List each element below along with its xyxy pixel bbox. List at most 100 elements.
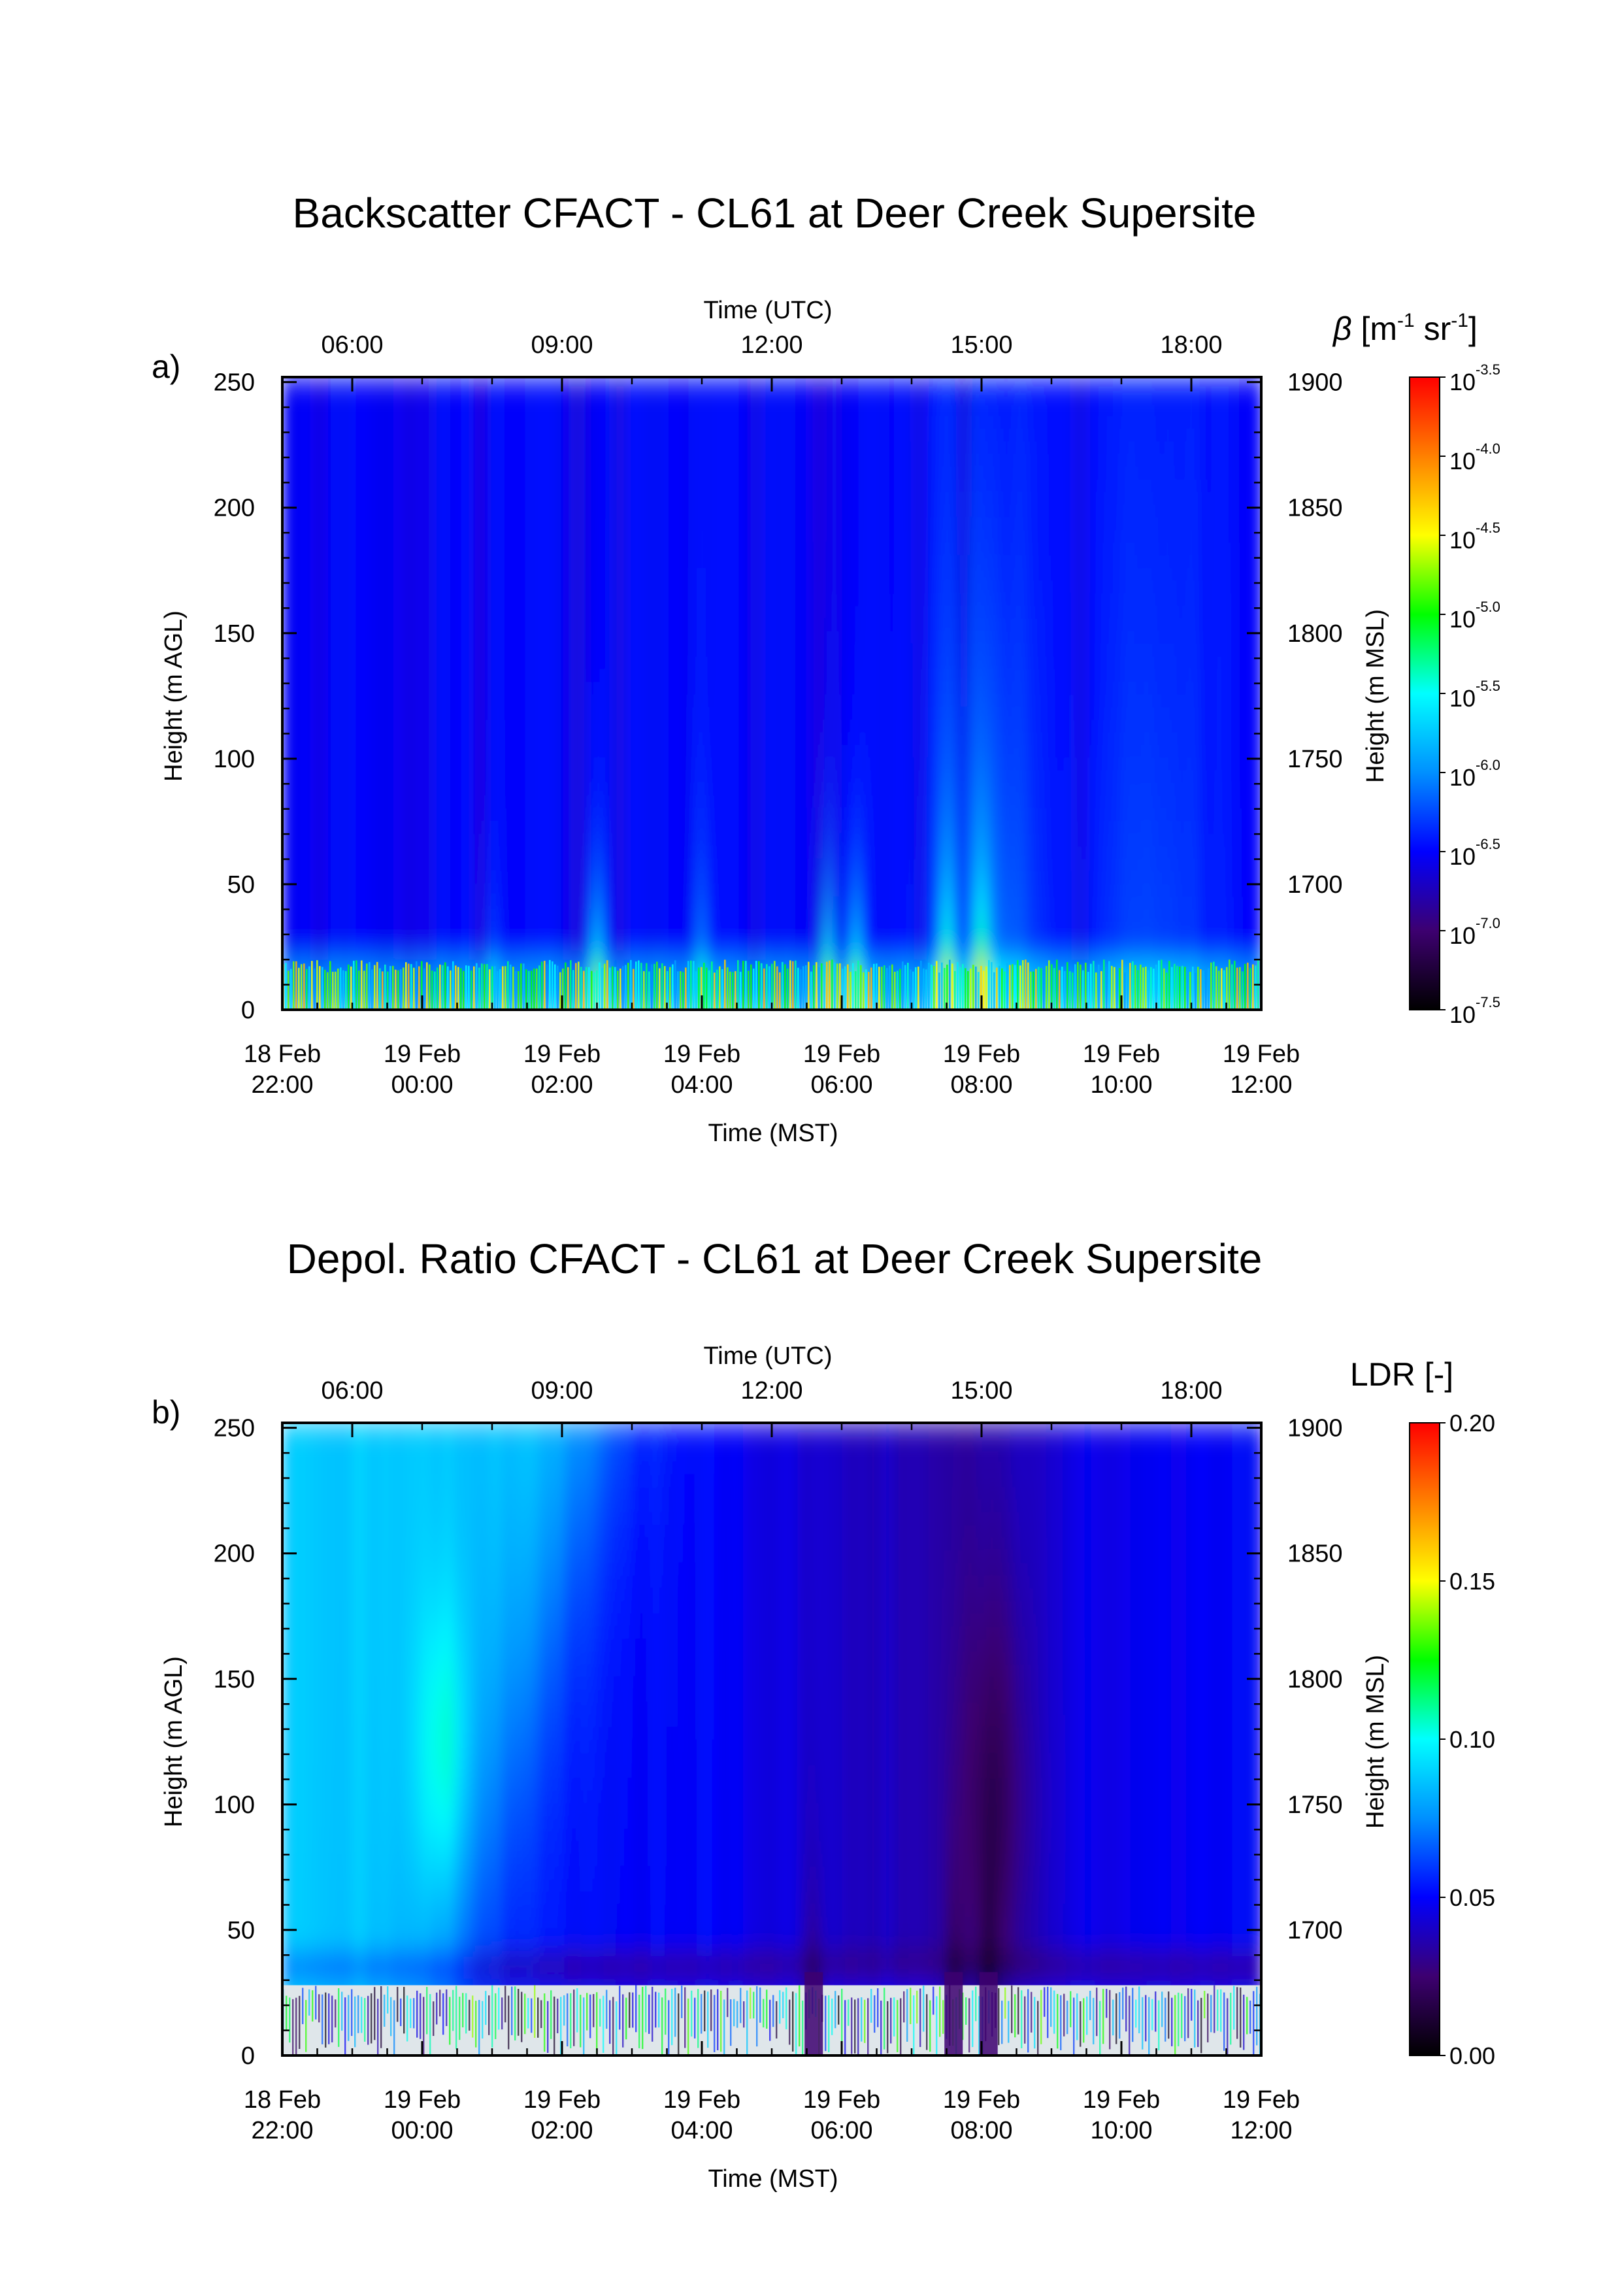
panel-a-heatmap-cell <box>376 883 381 897</box>
panel-a-heatmap-cell <box>354 857 359 872</box>
panel-a-heatmap-cell <box>376 718 381 733</box>
panel-a-heatmap-cell <box>340 731 346 745</box>
panel-a-heatmap-cell <box>327 453 333 467</box>
panel-a-heatmap-cell <box>367 415 372 429</box>
panel-a-heatmap-cell <box>380 946 384 960</box>
panel-a-heatmap-cell <box>311 642 316 657</box>
panel-a-heatmap-cell <box>308 921 313 935</box>
panel-a-heatmap-cell <box>376 756 381 771</box>
panel-a-heatmap-cell <box>350 871 355 884</box>
panel-a-heatmap-cell <box>360 680 365 695</box>
panel-a-heatmap-cell <box>360 402 365 416</box>
panel-a-heatmap-cell <box>305 782 310 796</box>
panel-a-heatmap-cell <box>389 718 394 733</box>
panel-a-heatmap-cell <box>327 617 333 631</box>
panel-a-heatmap-cell <box>344 630 349 644</box>
panel-a-heatmap-cell <box>380 807 384 821</box>
panel-a-heatmap-cell <box>419 478 423 492</box>
panel-a-heatmap-cell <box>363 794 369 808</box>
panel-a-heatmap-cell <box>318 782 323 796</box>
panel-a-heatmap-cell <box>288 390 293 403</box>
panel-a-heatmap-cell <box>337 794 342 808</box>
panel-a-heatmap-cell <box>305 453 310 467</box>
panel-a-heatmap-cell <box>380 731 384 745</box>
panel-a-heatmap-cell <box>393 630 397 644</box>
panel-a-heatmap-cell <box>318 415 323 429</box>
panel-a-heatmap-cell <box>380 478 384 492</box>
panel-a-heatmap-cell <box>327 478 333 492</box>
panel-a-heatmap-cell <box>311 541 316 556</box>
panel-a-heatmap-cell <box>412 857 417 872</box>
panel-a-heatmap-cell <box>370 491 375 505</box>
panel-a-heatmap-cell <box>419 895 423 910</box>
panel-a-heatmap-cell <box>403 820 407 834</box>
panel-a-heatmap-cell <box>347 668 352 682</box>
panel-a-heatmap-cell <box>324 921 329 935</box>
panel-a-heatmap-cell <box>327 756 333 771</box>
panel-a-heatmap-cell <box>373 908 378 922</box>
panel-a-heatmap-cell <box>331 541 336 556</box>
panel-a-heatmap-cell <box>409 579 414 593</box>
panel-a-heatmap-cell <box>370 857 375 872</box>
panel-a-heatmap-cell <box>327 516 333 530</box>
panel-a-heatmap-cell <box>314 782 320 796</box>
panel-a-heatmap-cell <box>367 478 372 492</box>
panel-a-heatmap-cell <box>367 680 372 695</box>
panel-a-heatmap-cell <box>393 617 397 631</box>
panel-a-heatmap-cell <box>314 895 320 910</box>
panel-a-heatmap-cell <box>396 820 401 834</box>
panel-a-heatmap-cell <box>305 630 310 644</box>
panel-a-heatmap-cell <box>422 605 427 619</box>
panel-a-heatmap-cell <box>291 503 297 518</box>
panel-a-heatmap-cell <box>412 820 417 834</box>
panel-a-heatmap-cell <box>331 491 336 505</box>
panel-a-heatmap-cell <box>347 541 352 556</box>
panel-a-heatmap-cell <box>347 832 352 846</box>
panel-a-heatmap-cell <box>334 871 339 884</box>
panel-a-heatmap-cell <box>383 857 388 872</box>
panel-a-heatmap-cell <box>416 630 420 644</box>
panel-a-heatmap-cell <box>354 579 359 593</box>
panel-a-heatmap-cell <box>425 554 430 568</box>
panel-a-heatmap-cell <box>367 491 372 505</box>
panel-a-heatmap-cell <box>425 630 430 644</box>
panel-a-heatmap-cell <box>399 782 404 796</box>
panel-a-heatmap-cell <box>337 617 342 631</box>
panel-a-heatmap-cell <box>412 997 417 1010</box>
panel-a-heatmap-cell <box>291 680 297 695</box>
panel-a-heatmap-cell <box>285 541 290 556</box>
panel-a-heatmap-cell <box>360 997 365 1010</box>
panel-a-heatmap-cell <box>314 921 320 935</box>
panel-a-heatmap-cell <box>288 415 293 429</box>
panel-a-heatmap-cell <box>354 478 359 492</box>
panel-a-heatmap-cell <box>334 567 339 580</box>
panel-a-heatmap-cell <box>370 427 375 441</box>
panel-a-heatmap-cell <box>360 642 365 657</box>
panel-a-heatmap-cell <box>425 718 430 733</box>
panel-a-heatmap-cell <box>350 668 355 682</box>
panel-a-heatmap-cell <box>282 402 287 416</box>
panel-a-heatmap-cell <box>393 921 397 935</box>
panel-a-heatmap-cell <box>318 895 323 910</box>
panel-a-heatmap-cell <box>314 744 320 757</box>
panel-a-heatmap-cell <box>334 427 339 441</box>
panel-a-heatmap-cell <box>412 605 417 619</box>
panel-a-heatmap-cell <box>298 731 303 745</box>
panel-a-heatmap-cell <box>416 769 420 783</box>
panel-a-heatmap-cell <box>399 655 404 669</box>
panel-a-heatmap-cell <box>347 883 352 897</box>
panel-a-heatmap-cell <box>409 390 414 403</box>
panel-a-heatmap-cell <box>403 832 407 846</box>
panel-a-heatmap-cell <box>305 541 310 556</box>
panel-a-heatmap-cell <box>347 592 352 606</box>
panel-a-heatmap-cell <box>416 567 420 580</box>
panel-a-heatmap-cell <box>291 592 297 606</box>
panel-a-heatmap-cell <box>324 642 329 657</box>
panel-a-heatmap-cell <box>403 959 407 973</box>
panel-a-heatmap-cell <box>318 959 323 973</box>
panel-a-heatmap-cell <box>311 857 316 872</box>
panel-a-heatmap-cell <box>354 453 359 467</box>
panel-a-heatmap-cell <box>282 971 287 986</box>
panel-a-heatmap-cell <box>324 465 329 480</box>
panel-a-heatmap-cell <box>331 794 336 808</box>
